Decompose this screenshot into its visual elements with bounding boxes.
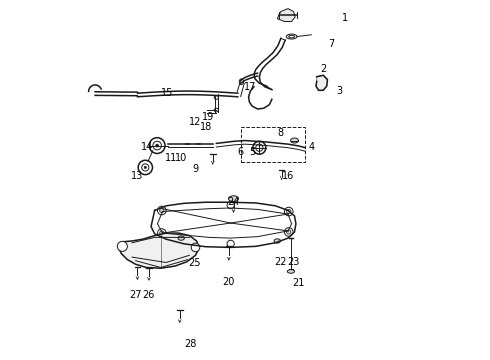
Text: 4: 4 — [308, 142, 315, 152]
Polygon shape — [119, 233, 199, 268]
Text: 7: 7 — [328, 40, 334, 49]
Text: 28: 28 — [184, 339, 196, 349]
Ellipse shape — [178, 236, 184, 240]
Circle shape — [285, 207, 293, 216]
Text: 9: 9 — [193, 163, 198, 174]
Circle shape — [160, 208, 164, 213]
Text: 13: 13 — [130, 171, 143, 181]
Circle shape — [156, 144, 159, 147]
Ellipse shape — [228, 196, 239, 202]
Circle shape — [287, 210, 291, 214]
Text: 27: 27 — [129, 291, 142, 301]
Text: 24: 24 — [227, 197, 240, 207]
Polygon shape — [316, 75, 327, 90]
Text: 1: 1 — [343, 13, 348, 23]
Ellipse shape — [214, 96, 219, 99]
Text: 5: 5 — [249, 147, 255, 157]
Text: 3: 3 — [336, 86, 342, 96]
Ellipse shape — [286, 34, 297, 39]
Ellipse shape — [274, 239, 280, 243]
Ellipse shape — [289, 35, 294, 38]
Circle shape — [227, 240, 234, 247]
Text: 23: 23 — [287, 257, 299, 267]
Text: 6: 6 — [238, 147, 244, 157]
Circle shape — [227, 202, 234, 209]
Text: 2: 2 — [320, 64, 326, 74]
Text: 19: 19 — [202, 112, 215, 122]
Ellipse shape — [287, 270, 294, 273]
Circle shape — [285, 228, 293, 236]
Circle shape — [157, 229, 166, 237]
Text: 8: 8 — [277, 129, 283, 138]
Text: 16: 16 — [282, 171, 294, 181]
Circle shape — [256, 144, 263, 151]
Ellipse shape — [214, 108, 219, 112]
Circle shape — [191, 243, 200, 252]
Ellipse shape — [291, 138, 298, 143]
Text: 26: 26 — [142, 291, 154, 301]
Text: 15: 15 — [161, 88, 173, 98]
Text: 14: 14 — [141, 142, 153, 152]
Circle shape — [160, 231, 164, 235]
Text: 22: 22 — [274, 257, 286, 267]
Polygon shape — [277, 9, 295, 22]
Circle shape — [157, 206, 166, 215]
Circle shape — [287, 230, 291, 234]
Text: 12: 12 — [189, 117, 202, 127]
Text: 20: 20 — [222, 277, 235, 287]
Ellipse shape — [239, 79, 244, 85]
Text: 11: 11 — [165, 153, 177, 163]
Text: 25: 25 — [188, 258, 200, 268]
Text: 21: 21 — [292, 278, 304, 288]
Text: 18: 18 — [200, 122, 212, 132]
Text: 10: 10 — [175, 153, 187, 163]
Circle shape — [144, 166, 147, 168]
Circle shape — [117, 241, 127, 251]
Text: 17: 17 — [244, 82, 257, 92]
